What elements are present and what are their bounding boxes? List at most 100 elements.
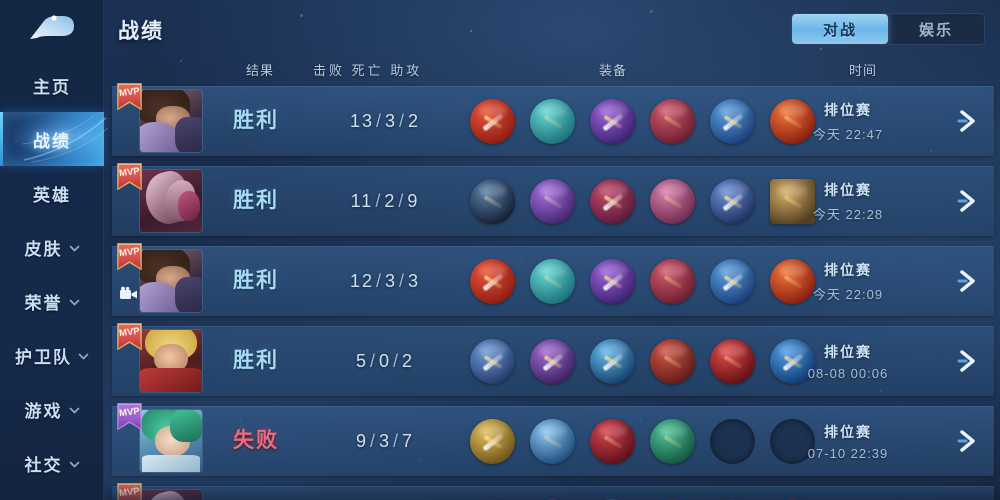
match-row[interactable]: MVP 胜利 12/3/3 排位赛 今天 22:09 — [112, 246, 994, 316]
item-purple-axe2[interactable] — [530, 339, 575, 384]
chevron-down-icon — [69, 243, 80, 254]
hero-avatar — [140, 250, 202, 312]
column-header-result: 结果 — [246, 60, 274, 79]
item-purple-axe[interactable] — [590, 99, 635, 144]
sidebar-item-0[interactable]: 主页 — [0, 58, 104, 112]
hero-avatar — [140, 330, 202, 392]
sidebar-item-label: 社交 — [25, 451, 63, 476]
match-timestamp: 08-08 00:06 — [808, 366, 888, 381]
match-row[interactable]: MVP 失败 9/3/7 排位赛 07-10 22:39 — [112, 406, 994, 476]
item-crimson-claw[interactable] — [650, 259, 695, 304]
match-result: 胜利 — [233, 326, 279, 396]
assists: 9 — [407, 191, 419, 211]
item-ice-blade[interactable] — [590, 339, 635, 384]
deaths: 0 — [379, 351, 391, 371]
item-gold-spear[interactable] — [470, 339, 515, 384]
match-time: 排位赛 07-10 22:39 — [768, 406, 928, 476]
match-row[interactable]: MVP 胜利 11/2/9 排位赛 今天 22:28 — [112, 166, 994, 236]
details-chevron-right-icon[interactable] — [954, 348, 980, 374]
details-chevron-right-icon[interactable] — [954, 108, 980, 134]
match-row[interactable]: MVP — [112, 486, 994, 500]
match-result: 胜利 — [233, 246, 279, 316]
sidebar-item-label: 游戏 — [25, 397, 63, 422]
mvp-badge-icon: MVP — [116, 483, 143, 500]
item-red-gem[interactable] — [710, 339, 755, 384]
sidebar-item-6[interactable]: 游戏 — [0, 382, 104, 436]
match-list[interactable]: MVP 胜利 13/3/2 排位赛 今天 22:47 MVP 胜利 11/2/9 排位赛 今天 2… — [112, 86, 994, 500]
sidebar-item-label: 战绩 — [33, 127, 71, 152]
match-type: 排位赛 — [824, 100, 872, 120]
equipment-list — [470, 419, 815, 464]
match-row[interactable]: MVP 胜利 13/3/2 排位赛 今天 22:47 — [112, 86, 994, 156]
video-replay-icon[interactable] — [119, 286, 139, 302]
sidebar-item-1[interactable]: 战绩 — [0, 112, 104, 166]
kills: 11 — [351, 191, 374, 211]
match-result: 胜利 — [233, 166, 279, 236]
app-logo[interactable] — [0, 0, 104, 56]
match-kda: 13/3/2 — [325, 86, 445, 156]
kills: 13 — [350, 111, 374, 131]
sidebar-item-2[interactable]: 英雄 — [0, 166, 104, 220]
item-teal-boots[interactable] — [530, 259, 575, 304]
chevron-down-icon — [78, 351, 89, 362]
item-blue-wing[interactable] — [710, 259, 755, 304]
item-gold-badge[interactable] — [470, 419, 515, 464]
equipment-list — [470, 259, 815, 304]
hero-avatar — [140, 90, 202, 152]
item-blue-wing[interactable] — [710, 99, 755, 144]
item-empty-slot[interactable] — [710, 419, 755, 464]
sidebar-item-4[interactable]: 荣誉 — [0, 274, 104, 328]
column-header-time: 时间 — [849, 60, 877, 79]
tab-0[interactable]: 对战 — [792, 14, 888, 44]
match-kda: 12/3/3 — [325, 246, 445, 316]
tab-1[interactable]: 娱乐 — [888, 14, 984, 44]
item-red-blade[interactable] — [470, 259, 515, 304]
match-timestamp: 今天 22:09 — [813, 284, 883, 303]
sidebar-item-label: 主页 — [33, 73, 71, 98]
item-blue-staff[interactable] — [710, 179, 755, 224]
column-header-equipment: 装备 — [599, 60, 627, 79]
item-red-blade[interactable] — [470, 99, 515, 144]
equipment-list — [470, 179, 815, 224]
sidebar-item-label: 皮肤 — [25, 235, 63, 260]
assists: 2 — [402, 351, 414, 371]
match-kda — [325, 486, 445, 500]
details-chevron-right-icon[interactable] — [954, 268, 980, 294]
item-purple-axe[interactable] — [590, 259, 635, 304]
match-row[interactable]: MVP 胜利 5/0/2 排位赛 08-08 00:06 — [112, 326, 994, 396]
sidebar-item-3[interactable]: 皮肤 — [0, 220, 104, 274]
hero-avatar — [140, 170, 202, 232]
match-result: 失败 — [233, 406, 279, 476]
deaths: 3 — [385, 111, 397, 131]
sidebar-item-label: 护卫队 — [15, 343, 72, 368]
item-green-helm[interactable] — [650, 419, 695, 464]
item-red-purple[interactable] — [590, 179, 635, 224]
item-dark-boots[interactable] — [470, 179, 515, 224]
item-red-crystal[interactable] — [590, 419, 635, 464]
mvp-badge-icon: MVP — [116, 403, 143, 437]
item-teal-boots[interactable] — [530, 99, 575, 144]
match-type: 排位赛 — [824, 422, 872, 442]
kills: 5 — [356, 351, 368, 371]
item-red-boot[interactable] — [650, 339, 695, 384]
details-chevron-right-icon[interactable] — [954, 428, 980, 454]
match-time: 排位赛 08-08 00:06 — [768, 326, 928, 396]
match-type: 排位赛 — [824, 342, 872, 362]
item-crimson-claw[interactable] — [650, 99, 695, 144]
sidebar-item-label: 英雄 — [33, 181, 71, 206]
mvp-badge-icon: MVP — [116, 323, 143, 357]
back-swoosh-logo-icon — [24, 11, 80, 45]
match-type: 排位赛 — [824, 260, 872, 280]
item-pink-book[interactable] — [650, 179, 695, 224]
sidebar-item-5[interactable]: 护卫队 — [0, 328, 104, 382]
kills: 9 — [356, 431, 368, 451]
mvp-badge-icon: MVP — [116, 163, 143, 197]
kills: 12 — [350, 271, 374, 291]
match-timestamp: 今天 22:28 — [813, 204, 883, 223]
sidebar: 主页战绩英雄皮肤荣誉护卫队游戏社交 — [0, 0, 104, 500]
item-ice-armor[interactable] — [530, 419, 575, 464]
item-violet-orb[interactable] — [530, 179, 575, 224]
sidebar-item-7[interactable]: 社交 — [0, 436, 104, 490]
mvp-badge-icon: MVP — [116, 83, 143, 117]
details-chevron-right-icon[interactable] — [954, 188, 980, 214]
